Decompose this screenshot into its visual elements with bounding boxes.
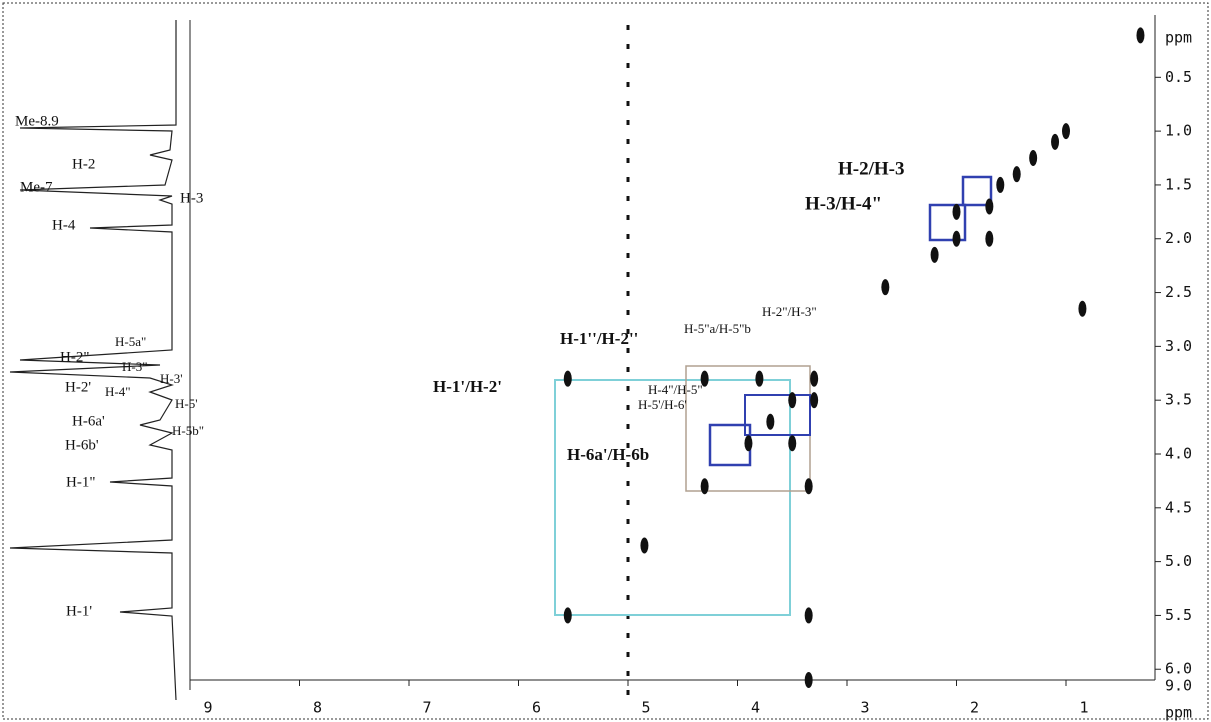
x-tick-label: 6 — [532, 699, 541, 717]
projection-label: H-1" — [66, 474, 95, 490]
projection-label: Me-7 — [20, 179, 53, 195]
cross-peak — [952, 203, 961, 220]
annotation: H-6a'/H-6b — [567, 445, 649, 464]
x-tick-label: 3 — [860, 699, 869, 717]
projection-label: H-3 — [180, 190, 203, 206]
cross-peak — [1029, 150, 1038, 167]
y-tick-label: 2.5 — [1165, 283, 1192, 301]
annotation: H-5'/H-6' — [638, 397, 687, 412]
cross-peak — [804, 607, 813, 624]
y-tick-label: 5.0 — [1165, 552, 1192, 570]
cross-peak — [985, 230, 994, 247]
cross-peak — [563, 370, 572, 387]
cross-peak — [952, 230, 961, 247]
correlation-box — [554, 379, 791, 616]
y-tick-label: 2.0 — [1165, 229, 1192, 247]
projection-label: H-4 — [52, 217, 76, 233]
annotation: H-1''/H-2'' — [560, 329, 638, 348]
x-tick-label: 4 — [751, 699, 760, 717]
cross-peak — [755, 370, 764, 387]
projection-label: H-3" — [122, 359, 148, 374]
y-tick-label: 3.5 — [1165, 391, 1192, 409]
cross-peak — [804, 478, 813, 495]
projection-label: H-2' — [65, 379, 91, 395]
annotation: H-4"/H-5" — [648, 382, 703, 397]
projection-label: H-2" — [60, 349, 89, 365]
projection-label: Me-8.9 — [15, 113, 59, 129]
cross-peak — [640, 537, 649, 554]
annotation: H-2"/H-3" — [762, 304, 817, 319]
projection-label: H-5' — [175, 396, 198, 411]
y-tick-label: 3.0 — [1165, 337, 1192, 355]
projection-trace — [9, 20, 177, 701]
y-tick-label: 4.5 — [1165, 498, 1192, 516]
y-axis-label: ppm — [1165, 29, 1192, 47]
cross-peak — [700, 478, 709, 495]
projection-label: H-5b" — [172, 423, 204, 438]
cross-peak — [804, 672, 813, 688]
cross-peak — [810, 370, 819, 387]
projection-label: H-2 — [72, 156, 95, 172]
y-tick-label: 4.0 — [1165, 444, 1192, 462]
y-tick-label: 1.5 — [1165, 175, 1192, 193]
projection-label: H-1' — [66, 603, 92, 619]
cross-peak — [1062, 123, 1070, 140]
x-axis-label: ppm — [1165, 704, 1192, 722]
cross-peak — [996, 176, 1005, 193]
x-tick-label: 9 — [203, 699, 212, 717]
cross-peak — [563, 607, 572, 624]
cross-peak — [1078, 300, 1087, 317]
cross-peak — [930, 246, 939, 263]
y-tick-label: 0.5 — [1165, 68, 1192, 86]
x-tick-label: 1 — [1079, 699, 1088, 717]
cross-peak — [788, 392, 797, 409]
projection-label: H-3' — [160, 371, 183, 386]
x-tick-label: 5 — [641, 699, 650, 717]
projection-label: H-4" — [105, 384, 131, 399]
annotation: H-3/H-4" — [805, 193, 882, 214]
y-tick-label: 5.5 — [1165, 606, 1192, 624]
projection-label: H-6b' — [65, 437, 99, 453]
cross-peak — [744, 435, 753, 452]
cross-peak — [788, 435, 797, 452]
projection-label: H-5a" — [115, 334, 146, 349]
cross-peak — [700, 370, 709, 387]
cross-peak — [985, 198, 994, 215]
cross-peak — [1012, 166, 1021, 183]
annotation: H-5"a/H-5"b — [684, 321, 751, 336]
corner-label: 9.0 — [1165, 677, 1192, 695]
cross-peak — [1136, 27, 1145, 44]
cross-peak — [881, 279, 890, 296]
y-tick-label: 6.0 — [1165, 660, 1192, 678]
cross-peak — [810, 392, 819, 409]
correlation-box — [961, 175, 993, 207]
projection-label: H-6a' — [72, 413, 105, 429]
cross-peak — [1051, 133, 1060, 150]
annotation: H-2/H-3 — [838, 158, 905, 179]
cross-peak — [766, 413, 775, 430]
x-tick-label: 8 — [313, 699, 322, 717]
annotation: H-1'/H-2' — [433, 377, 502, 396]
x-tick-label: 2 — [970, 699, 979, 717]
correlation-box — [744, 394, 811, 436]
y-tick-label: 1.0 — [1165, 122, 1192, 140]
correlation-box — [928, 203, 967, 242]
x-tick-label: 7 — [422, 699, 431, 717]
